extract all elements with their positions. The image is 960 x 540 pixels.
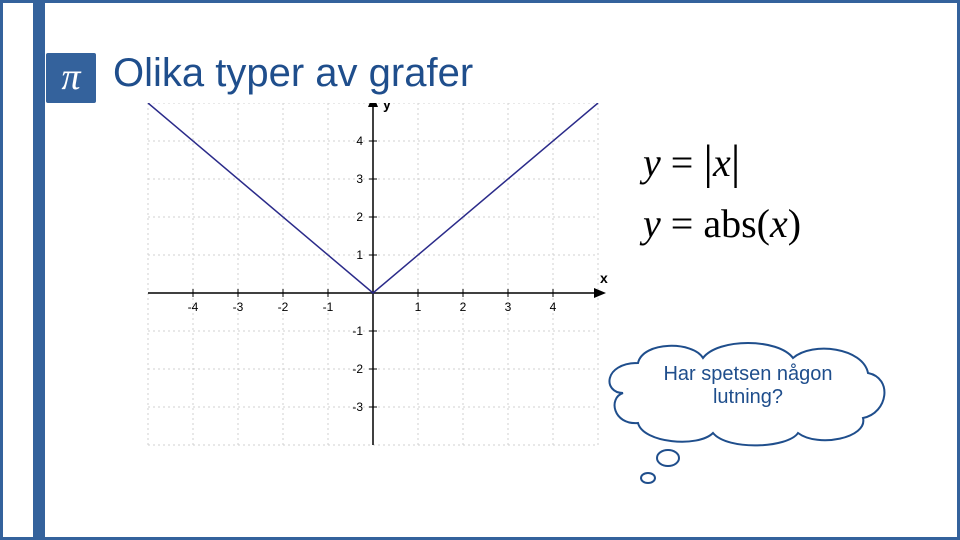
abs-chart: -4 -3 -2 -1 1 2 3 4 -3 -2 -1 1 2 3 4 x y	[113, 103, 633, 503]
svg-text:3: 3	[356, 172, 363, 186]
pi-icon: π	[46, 53, 96, 103]
slide-container: π Olika typer av grafer -4 -3 -2 -1 1 2 3 4 -3 -2…	[0, 0, 960, 540]
svg-text:-3: -3	[233, 300, 244, 314]
svg-text:-1: -1	[323, 300, 334, 314]
thought-text: Har spetsen någon lutning?	[633, 363, 863, 409]
svg-text:2: 2	[460, 300, 467, 314]
eq2-eq: =	[661, 201, 704, 246]
eq1-eq: =	[661, 140, 704, 185]
eq1-bar-close: |	[731, 136, 741, 189]
eq1-lhs: y	[643, 140, 661, 185]
svg-text:1: 1	[356, 248, 363, 262]
thought-bubble-svg	[583, 333, 893, 493]
svg-text:4: 4	[550, 300, 557, 314]
eq2-var: x	[770, 201, 788, 246]
eq1-var: x	[713, 140, 731, 185]
svg-text:-2: -2	[278, 300, 289, 314]
svg-text:x: x	[600, 270, 608, 286]
equation-abs-bars: y = |x|	[643, 133, 943, 188]
svg-text:-3: -3	[352, 400, 363, 414]
svg-text:-2: -2	[352, 362, 363, 376]
eq2-fn: abs	[703, 201, 756, 246]
svg-text:-4: -4	[188, 300, 199, 314]
eq2-open: (	[757, 201, 770, 246]
thought-bubble: Har spetsen någon lutning?	[583, 333, 893, 493]
eq2-close: )	[788, 201, 801, 246]
svg-text:y: y	[383, 103, 391, 112]
svg-text:1: 1	[415, 300, 422, 314]
svg-text:4: 4	[356, 134, 363, 148]
svg-text:3: 3	[505, 300, 512, 314]
equation-abs-fn: y = abs(x)	[643, 200, 943, 247]
page-title: Olika typer av grafer	[113, 51, 473, 96]
svg-text:2: 2	[356, 210, 363, 224]
svg-text:-1: -1	[352, 324, 363, 338]
equations-block: y = |x| y = abs(x)	[643, 133, 943, 259]
chart-svg: -4 -3 -2 -1 1 2 3 4 -3 -2 -1 1 2 3 4 x y	[113, 103, 633, 503]
eq2-lhs: y	[643, 201, 661, 246]
eq1-bar-open: |	[703, 136, 713, 189]
accent-bar	[33, 3, 45, 540]
